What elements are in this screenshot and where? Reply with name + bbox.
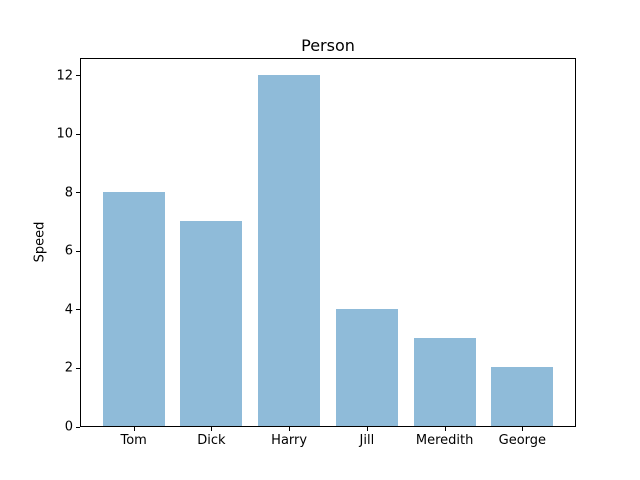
y-tick-label: 4 xyxy=(64,302,73,318)
y-tick-mark xyxy=(76,426,80,428)
x-tick-mark xyxy=(211,427,213,431)
y-tick-label: 12 xyxy=(56,68,73,84)
x-tick-mark xyxy=(289,427,291,431)
x-tick-label-george: George xyxy=(498,433,547,448)
y-tick-label: 10 xyxy=(56,126,73,142)
y-tick-label: 2 xyxy=(64,360,73,376)
bar-meredith xyxy=(413,338,476,426)
bar-george xyxy=(491,367,554,426)
x-tick-label-dick: Dick xyxy=(197,433,226,448)
x-tick-label-tom: Tom xyxy=(120,433,147,448)
x-tick-mark xyxy=(133,427,135,431)
bar-jill xyxy=(335,308,398,426)
y-tick-mark xyxy=(76,75,80,77)
y-tick-mark xyxy=(76,250,80,252)
x-tick-mark xyxy=(522,427,524,431)
y-tick-label: 8 xyxy=(64,185,73,201)
plot-area xyxy=(80,58,576,427)
bar-tom xyxy=(102,191,165,426)
x-tick-label-harry: Harry xyxy=(271,433,308,448)
y-tick-label: 0 xyxy=(64,419,73,435)
x-tick-label-meredith: Meredith xyxy=(415,433,474,448)
y-tick-mark xyxy=(76,192,80,194)
chart-title: Person xyxy=(301,36,355,55)
x-tick-mark xyxy=(366,427,368,431)
bar-dick xyxy=(180,221,243,426)
y-tick-mark xyxy=(76,367,80,369)
x-tick-mark xyxy=(444,427,446,431)
y-tick-mark xyxy=(76,133,80,135)
x-tick-label-jill: Jill xyxy=(359,433,375,448)
y-tick-label: 6 xyxy=(64,243,73,259)
y-tick-mark xyxy=(76,309,80,311)
bar-harry xyxy=(258,74,321,426)
